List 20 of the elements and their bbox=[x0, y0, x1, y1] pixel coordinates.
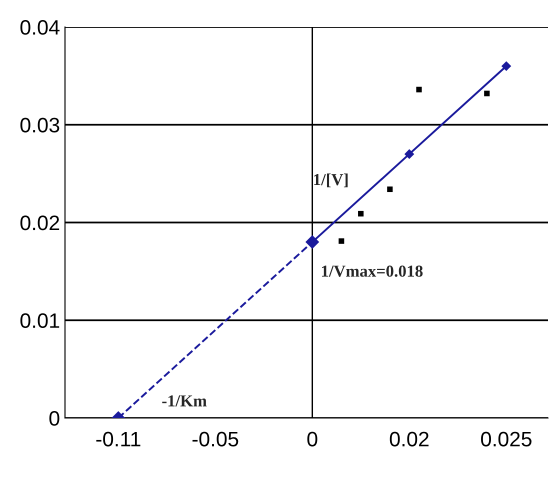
y-tick-label: 0.02 bbox=[20, 216, 60, 230]
point bbox=[501, 61, 512, 72]
annotation: 1/Vmax=0.018 bbox=[322, 266, 423, 277]
x-tick-label: -0.11 bbox=[96, 432, 140, 446]
x-tick-label: 0.025 bbox=[481, 432, 532, 446]
x-tick-label: -0.05 bbox=[192, 432, 238, 446]
y-tick-label: 0.04 bbox=[20, 20, 60, 35]
y-tick-label: 0.01 bbox=[20, 313, 60, 328]
y-tick-label: 0 bbox=[49, 411, 60, 426]
point bbox=[416, 86, 422, 92]
point bbox=[484, 90, 490, 96]
point bbox=[404, 149, 414, 159]
y-tick-label: 0.03 bbox=[20, 118, 60, 133]
point bbox=[387, 186, 393, 192]
x-tick-label: 0.02 bbox=[390, 432, 429, 446]
point bbox=[338, 238, 344, 244]
annotation: 1/[V] bbox=[314, 173, 348, 188]
annotation: -1/Km bbox=[162, 395, 207, 407]
point bbox=[358, 210, 364, 216]
x-tick-label: 0 bbox=[307, 432, 318, 446]
